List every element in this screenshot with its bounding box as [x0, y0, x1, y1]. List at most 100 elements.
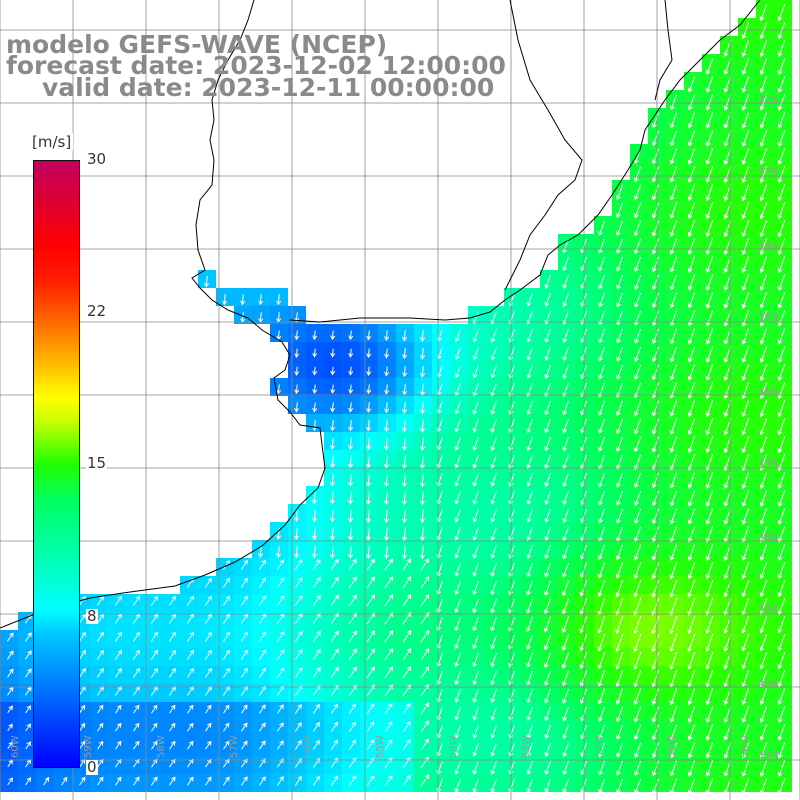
wind-arrow: [598, 292, 605, 308]
wind-arrow: [366, 348, 372, 359]
wind-arrow: [312, 703, 320, 714]
wind-arrow: [383, 527, 389, 542]
wind-arrow: [597, 634, 606, 652]
wind-arrow: [777, 670, 786, 688]
wind-arrow: [276, 294, 282, 306]
colorbar-tick-8: 8: [86, 607, 98, 625]
wind-arrow: [366, 402, 372, 413]
wind-arrow: [490, 598, 497, 614]
wind-arrow: [366, 666, 375, 679]
wind-arrow: [420, 720, 429, 733]
wind-arrow: [97, 758, 104, 768]
wind-arrow: [597, 562, 606, 579]
wind-arrow: [598, 274, 605, 290]
wind-arrow: [562, 562, 569, 579]
wind-arrow: [472, 779, 479, 794]
wind-arrow: [365, 527, 371, 542]
wind-arrow: [366, 648, 375, 661]
wind-arrow: [472, 509, 479, 523]
wind-arrow: [114, 613, 123, 624]
colorbar-tick-30: 30: [86, 150, 108, 168]
wind-arrow: [311, 545, 317, 559]
wind-arrow: [312, 648, 321, 661]
coastline-uruguay-brazil: [289, 0, 761, 323]
wind-arrow: [651, 346, 659, 363]
wind-arrow: [597, 580, 606, 598]
wind-arrow: [508, 743, 515, 758]
wind-arrow: [777, 346, 786, 363]
wind-arrow: [544, 562, 551, 578]
wind-arrow: [633, 418, 641, 435]
wind-arrow: [366, 630, 376, 643]
wind-arrow: [472, 365, 479, 379]
wind-arrow: [687, 490, 696, 507]
wind-arrow: [258, 704, 266, 714]
wind-arrow: [420, 702, 429, 715]
wind-arrow: [741, 346, 750, 363]
wind-arrow: [526, 761, 533, 776]
wind-arrow: [741, 706, 750, 723]
wind-arrow: [741, 40, 750, 58]
wind-arrow: [633, 562, 642, 580]
wind-arrow: [634, 472, 641, 489]
wind-arrow: [366, 775, 375, 787]
wind-arrow: [276, 649, 285, 661]
wind-arrow: [312, 739, 320, 750]
wind-arrow: [420, 629, 430, 643]
wind-arrow: [24, 632, 32, 642]
wind-arrow: [597, 652, 606, 670]
wind-arrow: [508, 616, 515, 632]
wind-arrow: [634, 364, 641, 381]
wind-arrow: [276, 384, 282, 395]
wind-arrow: [96, 631, 105, 642]
wind-arrow: [687, 184, 696, 202]
wind-arrow: [651, 436, 660, 453]
wind-arrow: [705, 454, 714, 472]
wind-arrow: [741, 364, 750, 382]
wind-arrow: [669, 724, 678, 741]
wind-arrow: [240, 685, 248, 696]
wind-arrow: [294, 630, 303, 643]
wind-arrow: [633, 580, 642, 598]
wind-arrow: [652, 310, 659, 327]
wind-arrow: [132, 667, 140, 678]
wind-arrow: [705, 634, 714, 652]
wind-arrow: [402, 666, 412, 679]
wind-arrow: [294, 348, 300, 358]
wind-arrow: [454, 761, 461, 776]
wind-arrow: [777, 76, 786, 93]
wind-arrow: [759, 778, 768, 796]
wind-arrow: [169, 704, 176, 714]
wind-arrow: [633, 526, 641, 543]
wind-arrow: [330, 739, 339, 750]
wind-arrow: [294, 577, 303, 589]
wind-arrow: [741, 382, 750, 400]
wind-arrow: [508, 293, 515, 307]
wind-arrow: [472, 581, 479, 596]
wind-arrow: [616, 724, 623, 741]
wind-arrow: [544, 725, 551, 740]
wind-arrow: [669, 418, 678, 435]
wind-arrow: [240, 595, 249, 606]
wind-arrow: [651, 508, 659, 525]
uruguay-river-border: [504, 0, 583, 291]
wind-arrow: [114, 631, 123, 642]
wind-arrow: [294, 722, 302, 732]
wind-arrow: [402, 739, 411, 751]
wind-arrow: [384, 348, 390, 359]
wind-arrow: [544, 437, 551, 452]
wind-arrow: [150, 667, 158, 678]
latitude-labels: 32S 33S 34S 35S 36S 37S 38S 39S 40S 41S: [758, 93, 779, 763]
wind-arrow: [562, 257, 569, 272]
longitude-label: 59W: [83, 735, 94, 758]
wind-arrow: [330, 775, 339, 786]
wind-arrow: [616, 220, 623, 237]
wind-arrow: [741, 688, 750, 706]
wind-arrow: [741, 256, 750, 274]
wind-arrow: [759, 94, 768, 111]
wind-arrow: [383, 545, 389, 560]
wind-arrow: [777, 4, 786, 22]
wind-arrow: [472, 761, 479, 776]
wind-arrow: [204, 275, 209, 288]
wind-arrow: [615, 706, 623, 723]
